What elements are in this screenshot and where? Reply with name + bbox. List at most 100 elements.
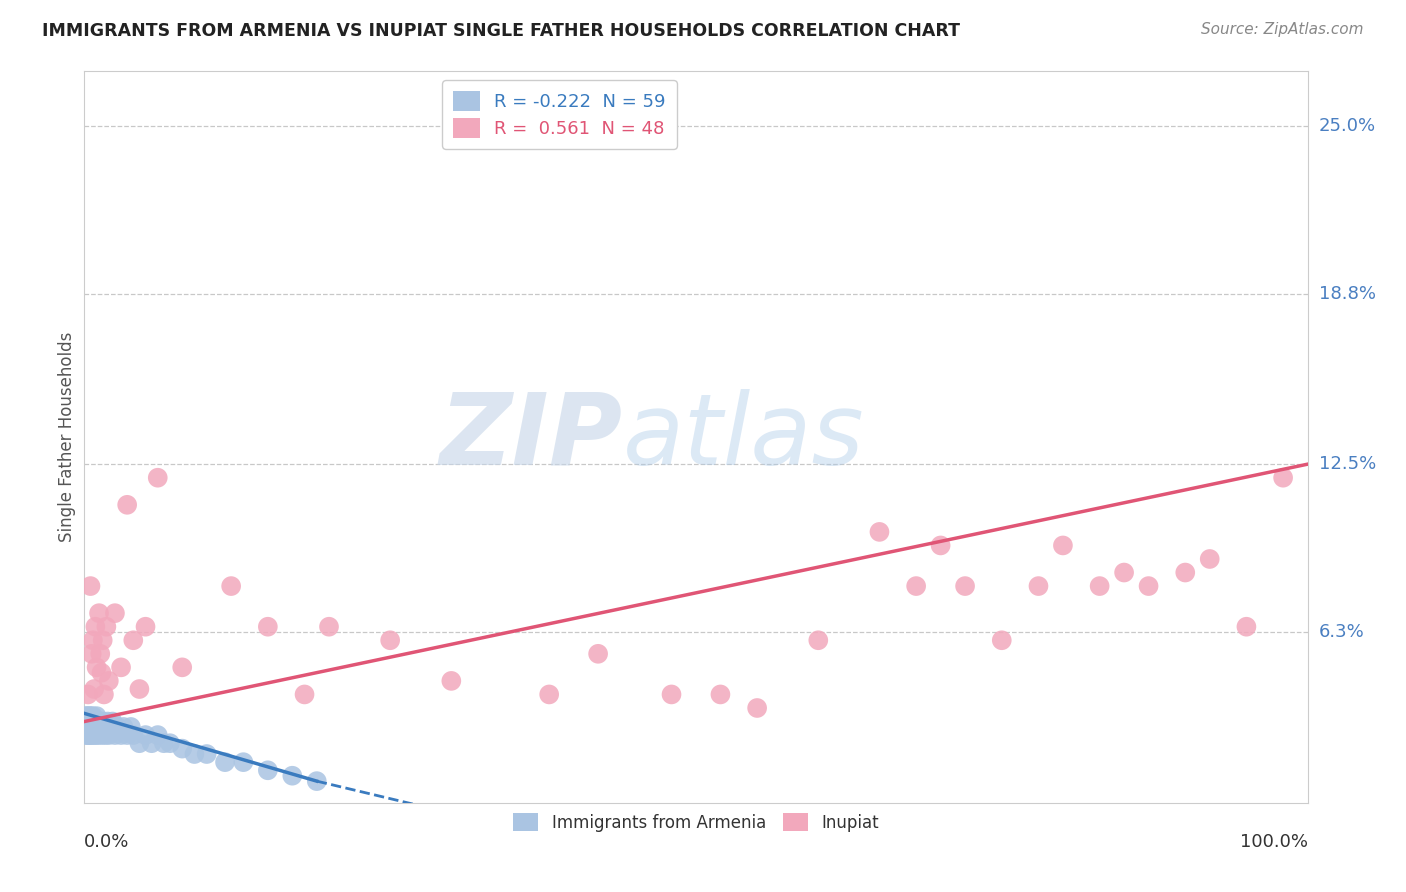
Point <box>1088 579 1111 593</box>
Point <box>91 633 114 648</box>
Point <box>110 660 132 674</box>
Point <box>807 633 830 648</box>
Text: 6.3%: 6.3% <box>1319 624 1364 641</box>
Point <box>172 660 194 674</box>
Point <box>146 728 169 742</box>
Point <box>538 688 561 702</box>
Point <box>77 688 100 702</box>
Point <box>141 736 163 750</box>
Point <box>105 720 128 734</box>
Point <box>146 471 169 485</box>
Point <box>86 709 108 723</box>
Text: 0.0%: 0.0% <box>84 833 129 851</box>
Point <box>1052 538 1074 552</box>
Point <box>94 728 117 742</box>
Point <box>89 720 111 734</box>
Point <box>75 714 97 729</box>
Point <box>75 709 97 723</box>
Point <box>440 673 463 688</box>
Point <box>77 714 100 729</box>
Point <box>97 728 120 742</box>
Point <box>80 647 103 661</box>
Point <box>86 720 108 734</box>
Point <box>83 720 105 734</box>
Point <box>79 720 101 734</box>
Point <box>83 681 105 696</box>
Point <box>991 633 1014 648</box>
Point <box>110 728 132 742</box>
Point <box>87 728 110 742</box>
Point <box>77 728 100 742</box>
Point <box>77 720 100 734</box>
Point <box>84 714 107 729</box>
Point <box>90 665 112 680</box>
Point <box>96 620 118 634</box>
Point <box>1174 566 1197 580</box>
Text: 18.8%: 18.8% <box>1319 285 1375 302</box>
Point <box>104 728 127 742</box>
Text: 12.5%: 12.5% <box>1319 455 1376 473</box>
Point <box>929 538 952 552</box>
Point <box>76 714 98 729</box>
Point <box>101 714 124 729</box>
Point <box>79 709 101 723</box>
Text: Source: ZipAtlas.com: Source: ZipAtlas.com <box>1201 22 1364 37</box>
Point <box>93 720 115 734</box>
Point <box>1114 566 1136 580</box>
Point <box>380 633 402 648</box>
Point <box>905 579 928 593</box>
Point <box>122 728 145 742</box>
Point <box>128 736 150 750</box>
Point <box>79 579 101 593</box>
Point <box>76 709 98 723</box>
Point <box>87 714 110 729</box>
Point <box>77 728 100 742</box>
Point <box>87 606 110 620</box>
Point <box>195 747 218 761</box>
Point <box>257 620 280 634</box>
Point <box>80 714 103 729</box>
Point <box>86 660 108 674</box>
Point <box>89 647 111 661</box>
Point <box>281 769 304 783</box>
Point <box>82 728 104 742</box>
Point <box>661 688 683 702</box>
Point <box>747 701 769 715</box>
Point <box>75 728 97 742</box>
Point <box>82 633 104 648</box>
Point <box>318 620 340 634</box>
Text: IMMIGRANTS FROM ARMENIA VS INUPIAT SINGLE FATHER HOUSEHOLDS CORRELATION CHART: IMMIGRANTS FROM ARMENIA VS INUPIAT SINGL… <box>42 22 960 40</box>
Point <box>75 720 97 734</box>
Text: atlas: atlas <box>623 389 865 485</box>
Point <box>120 720 142 734</box>
Point <box>586 647 609 661</box>
Point <box>159 736 181 750</box>
Point <box>100 720 122 734</box>
Point <box>305 774 328 789</box>
Point <box>172 741 194 756</box>
Point <box>82 709 104 723</box>
Point <box>257 764 280 778</box>
Point <box>90 728 112 742</box>
Text: 100.0%: 100.0% <box>1240 833 1308 851</box>
Point <box>93 688 115 702</box>
Text: 25.0%: 25.0% <box>1319 117 1376 135</box>
Point <box>1272 471 1295 485</box>
Point <box>84 728 107 742</box>
Point <box>214 755 236 769</box>
Point <box>869 524 891 539</box>
Point <box>115 728 138 742</box>
Point <box>122 633 145 648</box>
Point <box>1028 579 1050 593</box>
Point <box>83 714 105 729</box>
Point <box>953 579 976 593</box>
Point <box>1198 552 1220 566</box>
Point <box>183 747 205 761</box>
Point <box>79 728 101 742</box>
Point <box>115 498 138 512</box>
Point <box>709 688 731 702</box>
Point <box>219 579 242 593</box>
Point <box>232 755 254 769</box>
Point <box>135 620 157 634</box>
Point <box>294 688 316 702</box>
